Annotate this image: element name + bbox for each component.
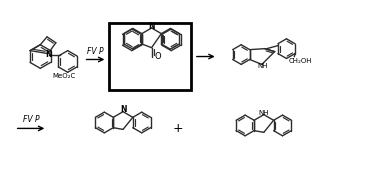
Text: N: N [120, 105, 126, 114]
Text: N: N [148, 22, 155, 31]
Text: MeO₂C: MeO₂C [52, 73, 75, 79]
Text: FV P: FV P [87, 47, 104, 56]
Text: NH: NH [259, 110, 269, 116]
Text: +: + [173, 122, 183, 135]
Text: FV P: FV P [23, 115, 39, 125]
Text: CH₂OH: CH₂OH [288, 58, 312, 64]
Text: NH: NH [257, 63, 268, 69]
Text: O: O [154, 52, 161, 61]
Text: N: N [46, 50, 52, 59]
Bar [109, 23, 191, 90]
